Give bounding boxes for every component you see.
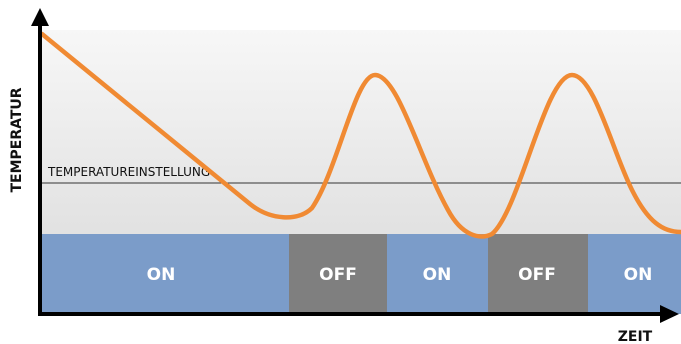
state-segment-4-label: OFF bbox=[518, 265, 556, 285]
y-axis-label: TEMPERATUR bbox=[9, 87, 25, 192]
y-axis-arrowhead bbox=[31, 8, 49, 26]
state-segment-1-label: ON bbox=[147, 265, 176, 285]
x-axis-label: ZEIT bbox=[618, 329, 653, 344]
temperature-curve bbox=[39, 31, 681, 239]
state-segment-1 bbox=[40, 234, 289, 314]
setpoint-label: TEMPERATUREINSTELLUNG bbox=[47, 165, 210, 179]
state-segment-2-label: OFF bbox=[319, 265, 357, 285]
state-segment-3 bbox=[387, 234, 488, 314]
state-bands: ON OFF ON OFF ON bbox=[40, 234, 681, 314]
state-segment-5 bbox=[588, 234, 681, 314]
state-segment-3-label: ON bbox=[423, 265, 452, 285]
state-segment-2 bbox=[289, 234, 387, 314]
state-segment-4 bbox=[488, 234, 588, 314]
x-axis-arrowhead bbox=[660, 305, 679, 323]
state-segment-5-label: ON bbox=[624, 265, 653, 285]
